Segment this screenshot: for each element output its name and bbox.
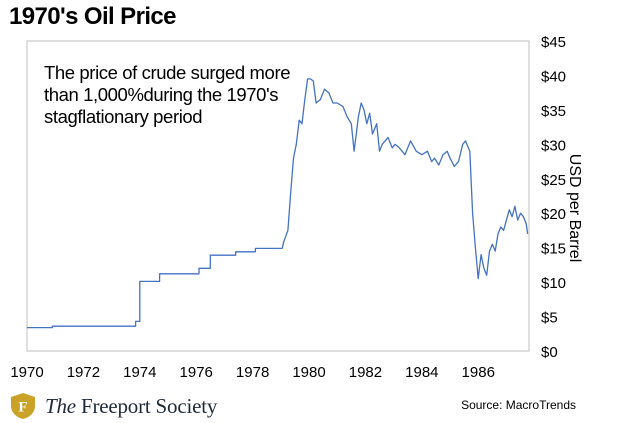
annotation-text: The price of crude surged more than 1,00… <box>44 62 291 127</box>
brand-name-text: Freeport Society <box>80 393 218 418</box>
x-tick-label: 1980 <box>292 364 325 381</box>
y-tick-label: $0 <box>541 344 558 361</box>
logo-letter: F <box>18 400 27 416</box>
y-axis-label: USD per Barrel <box>566 154 583 262</box>
x-tick-label: 1976 <box>180 364 213 381</box>
y-tick-label: $35 <box>541 103 566 120</box>
x-tick-label: 1982 <box>349 364 382 381</box>
y-tick-label: $10 <box>541 275 566 292</box>
chart-axes <box>26 40 530 352</box>
page-title: 1970's Oil Price <box>9 3 177 30</box>
y-tick-label: $45 <box>541 34 566 51</box>
y-tick-label: $40 <box>541 68 566 85</box>
brand-logo: F The Freeport Society <box>9 392 217 420</box>
x-tick-label: 1972 <box>67 364 100 381</box>
x-tick-label: 1984 <box>405 364 438 381</box>
y-tick-label: $15 <box>541 241 566 258</box>
y-tick-label: $5 <box>541 310 558 327</box>
x-tick-label: 1986 <box>462 364 495 381</box>
y-tick-label: $30 <box>541 137 566 154</box>
y-tick-label: $25 <box>541 172 566 189</box>
brand-prefix: The <box>45 393 76 418</box>
shield-logo-icon: F <box>11 393 35 419</box>
source-text: Source: MacroTrends <box>461 398 576 412</box>
x-tick-label: 1970 <box>10 364 43 381</box>
brand-name: The Freeport Society <box>45 394 217 419</box>
chart-series-group <box>27 78 529 329</box>
y-tick-label: $20 <box>541 206 566 223</box>
plot-area-frame <box>26 40 530 352</box>
chart-ticks: 1970 1972 1974 1976 1978 1980 1982 1984 1986 $0 $5… <box>10 34 566 381</box>
oil-price-line <box>27 78 529 329</box>
x-tick-label: 1974 <box>123 364 156 381</box>
x-tick-label: 1978 <box>236 364 269 381</box>
